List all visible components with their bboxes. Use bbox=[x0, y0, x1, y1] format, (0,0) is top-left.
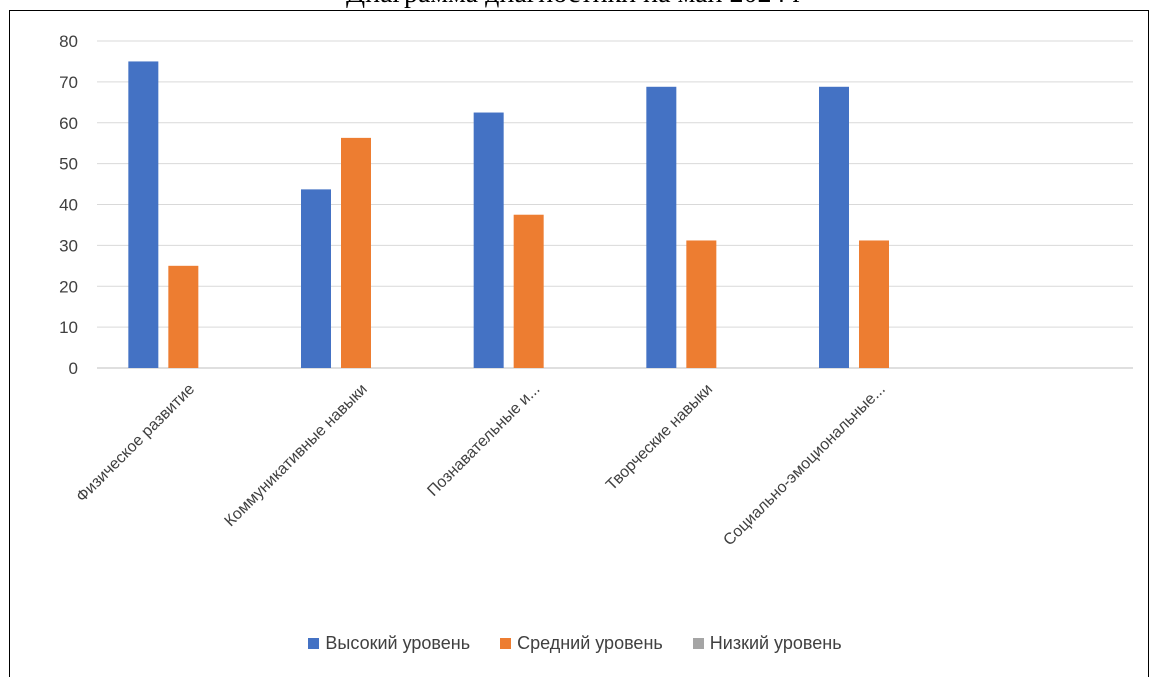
y-tick-label: 70 bbox=[59, 73, 78, 92]
y-tick-label: 80 bbox=[59, 32, 78, 51]
category-label: Творческие навыки bbox=[603, 381, 716, 494]
category-label: Познавательные и... bbox=[424, 381, 543, 500]
gridlines bbox=[97, 40, 1133, 369]
category-label: Социально-эмоциональные... bbox=[720, 381, 888, 549]
legend-item: Средний уровень bbox=[500, 633, 663, 654]
bar-1-3 bbox=[473, 112, 504, 368]
y-tick-label: 20 bbox=[59, 277, 78, 296]
bar-2-2 bbox=[341, 137, 371, 368]
legend-label: Средний уровень bbox=[517, 633, 663, 653]
bar-1-2 bbox=[301, 189, 331, 368]
category-label: Физическое развитие bbox=[73, 381, 198, 506]
legend-item: Высокий уровень bbox=[308, 633, 470, 654]
legend-swatch bbox=[308, 638, 320, 649]
chart-frame bbox=[9, 10, 1149, 677]
legend-label: Высокий уровень bbox=[325, 633, 471, 653]
chart-title: Диаграмма диагностики на май 2024 г bbox=[0, 0, 1150, 10]
y-tick-label: 30 bbox=[59, 236, 78, 255]
y-tick-label: 40 bbox=[59, 196, 78, 215]
legend-label: Низкий уровень bbox=[709, 633, 842, 653]
y-tick-label: 0 bbox=[69, 359, 78, 378]
y-tick-label: 60 bbox=[59, 114, 78, 133]
y-tick-labels: 0 10 20 30 40 50 60 70 80 bbox=[59, 32, 78, 378]
legend-swatch bbox=[500, 638, 512, 649]
category-labels: Физическое развитие Коммуникативные навык… bbox=[73, 381, 889, 550]
legend-item: Низкий уровень bbox=[692, 633, 842, 654]
bar-1-4 bbox=[646, 86, 677, 368]
y-tick-label: 50 bbox=[59, 155, 78, 174]
y-tick-label: 10 bbox=[59, 318, 78, 337]
bars bbox=[128, 61, 889, 368]
bar-1-1 bbox=[128, 61, 159, 368]
bar-2-1 bbox=[168, 265, 199, 368]
bar-2-5 bbox=[859, 240, 889, 368]
category-label: Коммуникативные навыки bbox=[221, 381, 370, 530]
bar-1-5 bbox=[819, 86, 849, 368]
bar-2-3 bbox=[513, 214, 544, 368]
legend-swatch bbox=[692, 638, 704, 649]
legend: Высокий уровень Средний уровень Низкий уро… bbox=[0, 633, 1150, 654]
bar-2-4 bbox=[686, 240, 717, 368]
